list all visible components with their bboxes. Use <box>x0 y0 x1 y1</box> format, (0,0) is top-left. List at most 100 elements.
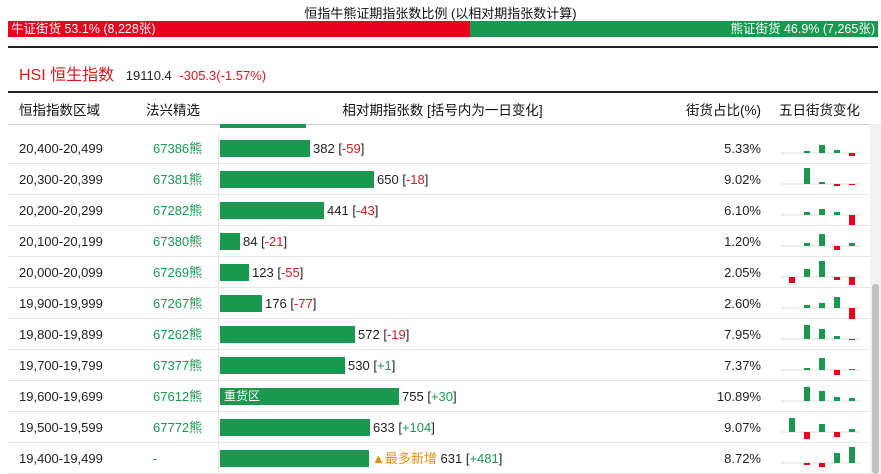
sparkline-bar <box>804 324 810 339</box>
contracts-label: 572 [-19] <box>358 326 410 342</box>
five-day-sparkline <box>769 381 870 412</box>
divider <box>8 46 878 48</box>
index-quote: HSI 恒生指数 19110.4 -305.3(-1.57%) <box>19 61 266 85</box>
contracts-bar <box>220 294 262 312</box>
contracts-count: 441 <box>327 202 349 218</box>
heavy-zone-tag: 重货区 <box>224 388 261 403</box>
contracts-change: -18 <box>405 171 425 187</box>
sparkline-bar <box>804 462 810 465</box>
sparkline-bar <box>849 368 855 370</box>
warrant-code-link[interactable]: 67386熊 <box>139 132 219 164</box>
sparkline-bar <box>834 396 840 401</box>
table-header: 恒指指数区域 法兴精选 相对期指张数 [括号内为一日变化] 街货占比(%) 五日… <box>8 93 870 125</box>
contracts-count: 572 <box>358 326 380 342</box>
sparkline-bar <box>834 183 840 186</box>
warrant-code-link[interactable]: 67282熊 <box>139 194 219 226</box>
warrant-code-link[interactable]: 67269熊 <box>139 256 219 288</box>
sparkline-bar <box>804 211 810 215</box>
sparkline-bar <box>819 423 825 432</box>
scrollbar-thumb[interactable] <box>872 284 879 474</box>
sparkline-bar <box>849 446 855 463</box>
contracts-change: +104 <box>401 419 432 435</box>
contracts-change: +481 <box>469 450 499 466</box>
share-cell: 2.60% <box>724 295 761 311</box>
five-day-sparkline <box>769 226 870 257</box>
table-row[interactable]: 20,400-20,499 67386熊 382 [-59] 5.33% <box>8 132 870 164</box>
sparkline-bar <box>804 242 810 246</box>
table-row[interactable]: 20,200-20,299 67282熊 441 [-43] 6.10% <box>8 194 870 226</box>
warrant-code-link[interactable]: 67381熊 <box>139 163 219 195</box>
contracts-bar-cell: 650 [-18] <box>219 164 666 195</box>
sparkline-bar <box>849 428 855 432</box>
bull-segment: 牛证街货 53.1% (8,228张) <box>8 21 470 37</box>
contracts-count: 382 <box>313 140 335 156</box>
sparkline-bar <box>804 386 810 401</box>
five-day-sparkline <box>769 443 870 474</box>
share-cell: 6.10% <box>724 202 761 218</box>
range-cell: 20,200-20,299 <box>19 202 103 218</box>
five-day-sparkline <box>769 319 870 350</box>
table-row[interactable]: 19,700-19,799 67377熊 530 [+1] 7.37% <box>8 349 870 381</box>
share-cell: 9.07% <box>724 419 761 435</box>
warrant-code-link[interactable]: 67267熊 <box>139 287 219 319</box>
five-day-sparkline <box>769 350 870 381</box>
sparkline-bar <box>789 276 795 283</box>
sparkline-bar <box>849 183 855 185</box>
contracts-change: -77 <box>293 295 313 311</box>
range-cell: 19,700-19,799 <box>19 357 103 373</box>
warrant-code-link[interactable]: - <box>139 442 219 474</box>
contracts-bar-cell: 572 [-19] <box>219 319 666 350</box>
warrant-code-link[interactable]: 67380熊 <box>139 225 219 257</box>
table-row[interactable]: 20,300-20,399 67381熊 650 [-18] 9.02% <box>8 163 870 195</box>
warrant-code-link[interactable]: 67612熊 <box>139 380 219 412</box>
partial-bar-previous-row <box>220 124 306 128</box>
sparkline-bar <box>834 276 840 280</box>
contracts-bar <box>220 356 345 374</box>
table-row[interactable]: 19,600-19,699 67612熊 重货区 755 [+30] 10.89% <box>8 380 870 412</box>
sparkline-bar <box>834 149 840 153</box>
contracts-count: 633 <box>373 419 395 435</box>
column-header-5day: 五日街货变化 <box>779 102 860 118</box>
five-day-sparkline <box>769 133 870 164</box>
divider <box>8 91 878 93</box>
five-day-sparkline <box>769 164 870 195</box>
sparkline-bar <box>819 260 825 277</box>
sparkline-bar <box>819 233 825 246</box>
index-price: 19110.4 <box>125 68 172 83</box>
sparkline-bar <box>819 462 825 467</box>
share-cell: 8.72% <box>724 450 761 466</box>
contracts-label: 382 [-59] <box>313 140 365 156</box>
table-row[interactable]: 19,400-19,499 - ▲最多新增 631 [+481] 8.72% <box>8 442 870 474</box>
column-header-code: 法兴精选 <box>146 102 200 118</box>
contracts-bar-cell: ▲最多新增 631 [+481] <box>219 443 666 474</box>
sparkline-bar <box>804 167 810 184</box>
sparkline-bar <box>804 304 810 308</box>
table-row[interactable]: 19,900-19,999 67267熊 176 [-77] 2.60% <box>8 287 870 319</box>
share-cell: 10.89% <box>716 388 761 404</box>
table-row[interactable]: 19,800-19,899 67262熊 572 [-19] 7.95% <box>8 318 870 350</box>
contracts-change: +1 <box>376 357 392 373</box>
table-row[interactable]: 20,100-20,199 67380熊 84 [-21] 1.20% <box>8 225 870 257</box>
contracts-label: 755 [+30] <box>402 388 457 404</box>
table-row[interactable]: 19,500-19,599 67772熊 633 [+104] 9.07% <box>8 411 870 443</box>
table-row[interactable]: 20,000-20,099 67269熊 123 [-55] 2.05% <box>8 256 870 288</box>
contracts-bar-cell: 重货区 755 [+30] <box>219 381 666 412</box>
warrant-code-link[interactable]: 67377熊 <box>139 349 219 381</box>
contracts-label: 123 [-55] <box>252 264 304 280</box>
contracts-bar-cell: 123 [-55] <box>219 257 666 288</box>
warrant-code-link[interactable]: 67772熊 <box>139 411 219 443</box>
contracts-bar <box>220 449 369 467</box>
contracts-bar-cell: 530 [+1] <box>219 350 666 381</box>
contracts-count: 530 <box>348 357 370 373</box>
table-body[interactable]: 20,400-20,499 67386熊 382 [-59] 5.33% 20,300-… <box>8 124 870 474</box>
scrollbar[interactable] <box>870 124 881 474</box>
index-name: HSI 恒生指数 <box>19 67 115 84</box>
contracts-bar <box>220 325 355 343</box>
contracts-count: 650 <box>377 171 399 187</box>
column-header-share: 街货占比(%) <box>686 102 761 118</box>
contracts-label: 176 [-77] <box>265 295 317 311</box>
contracts-change: -55 <box>280 264 300 280</box>
warrant-code-link[interactable]: 67262熊 <box>139 318 219 350</box>
contracts-label: 633 [+104] <box>373 419 435 435</box>
sparkline-bar <box>819 328 825 339</box>
